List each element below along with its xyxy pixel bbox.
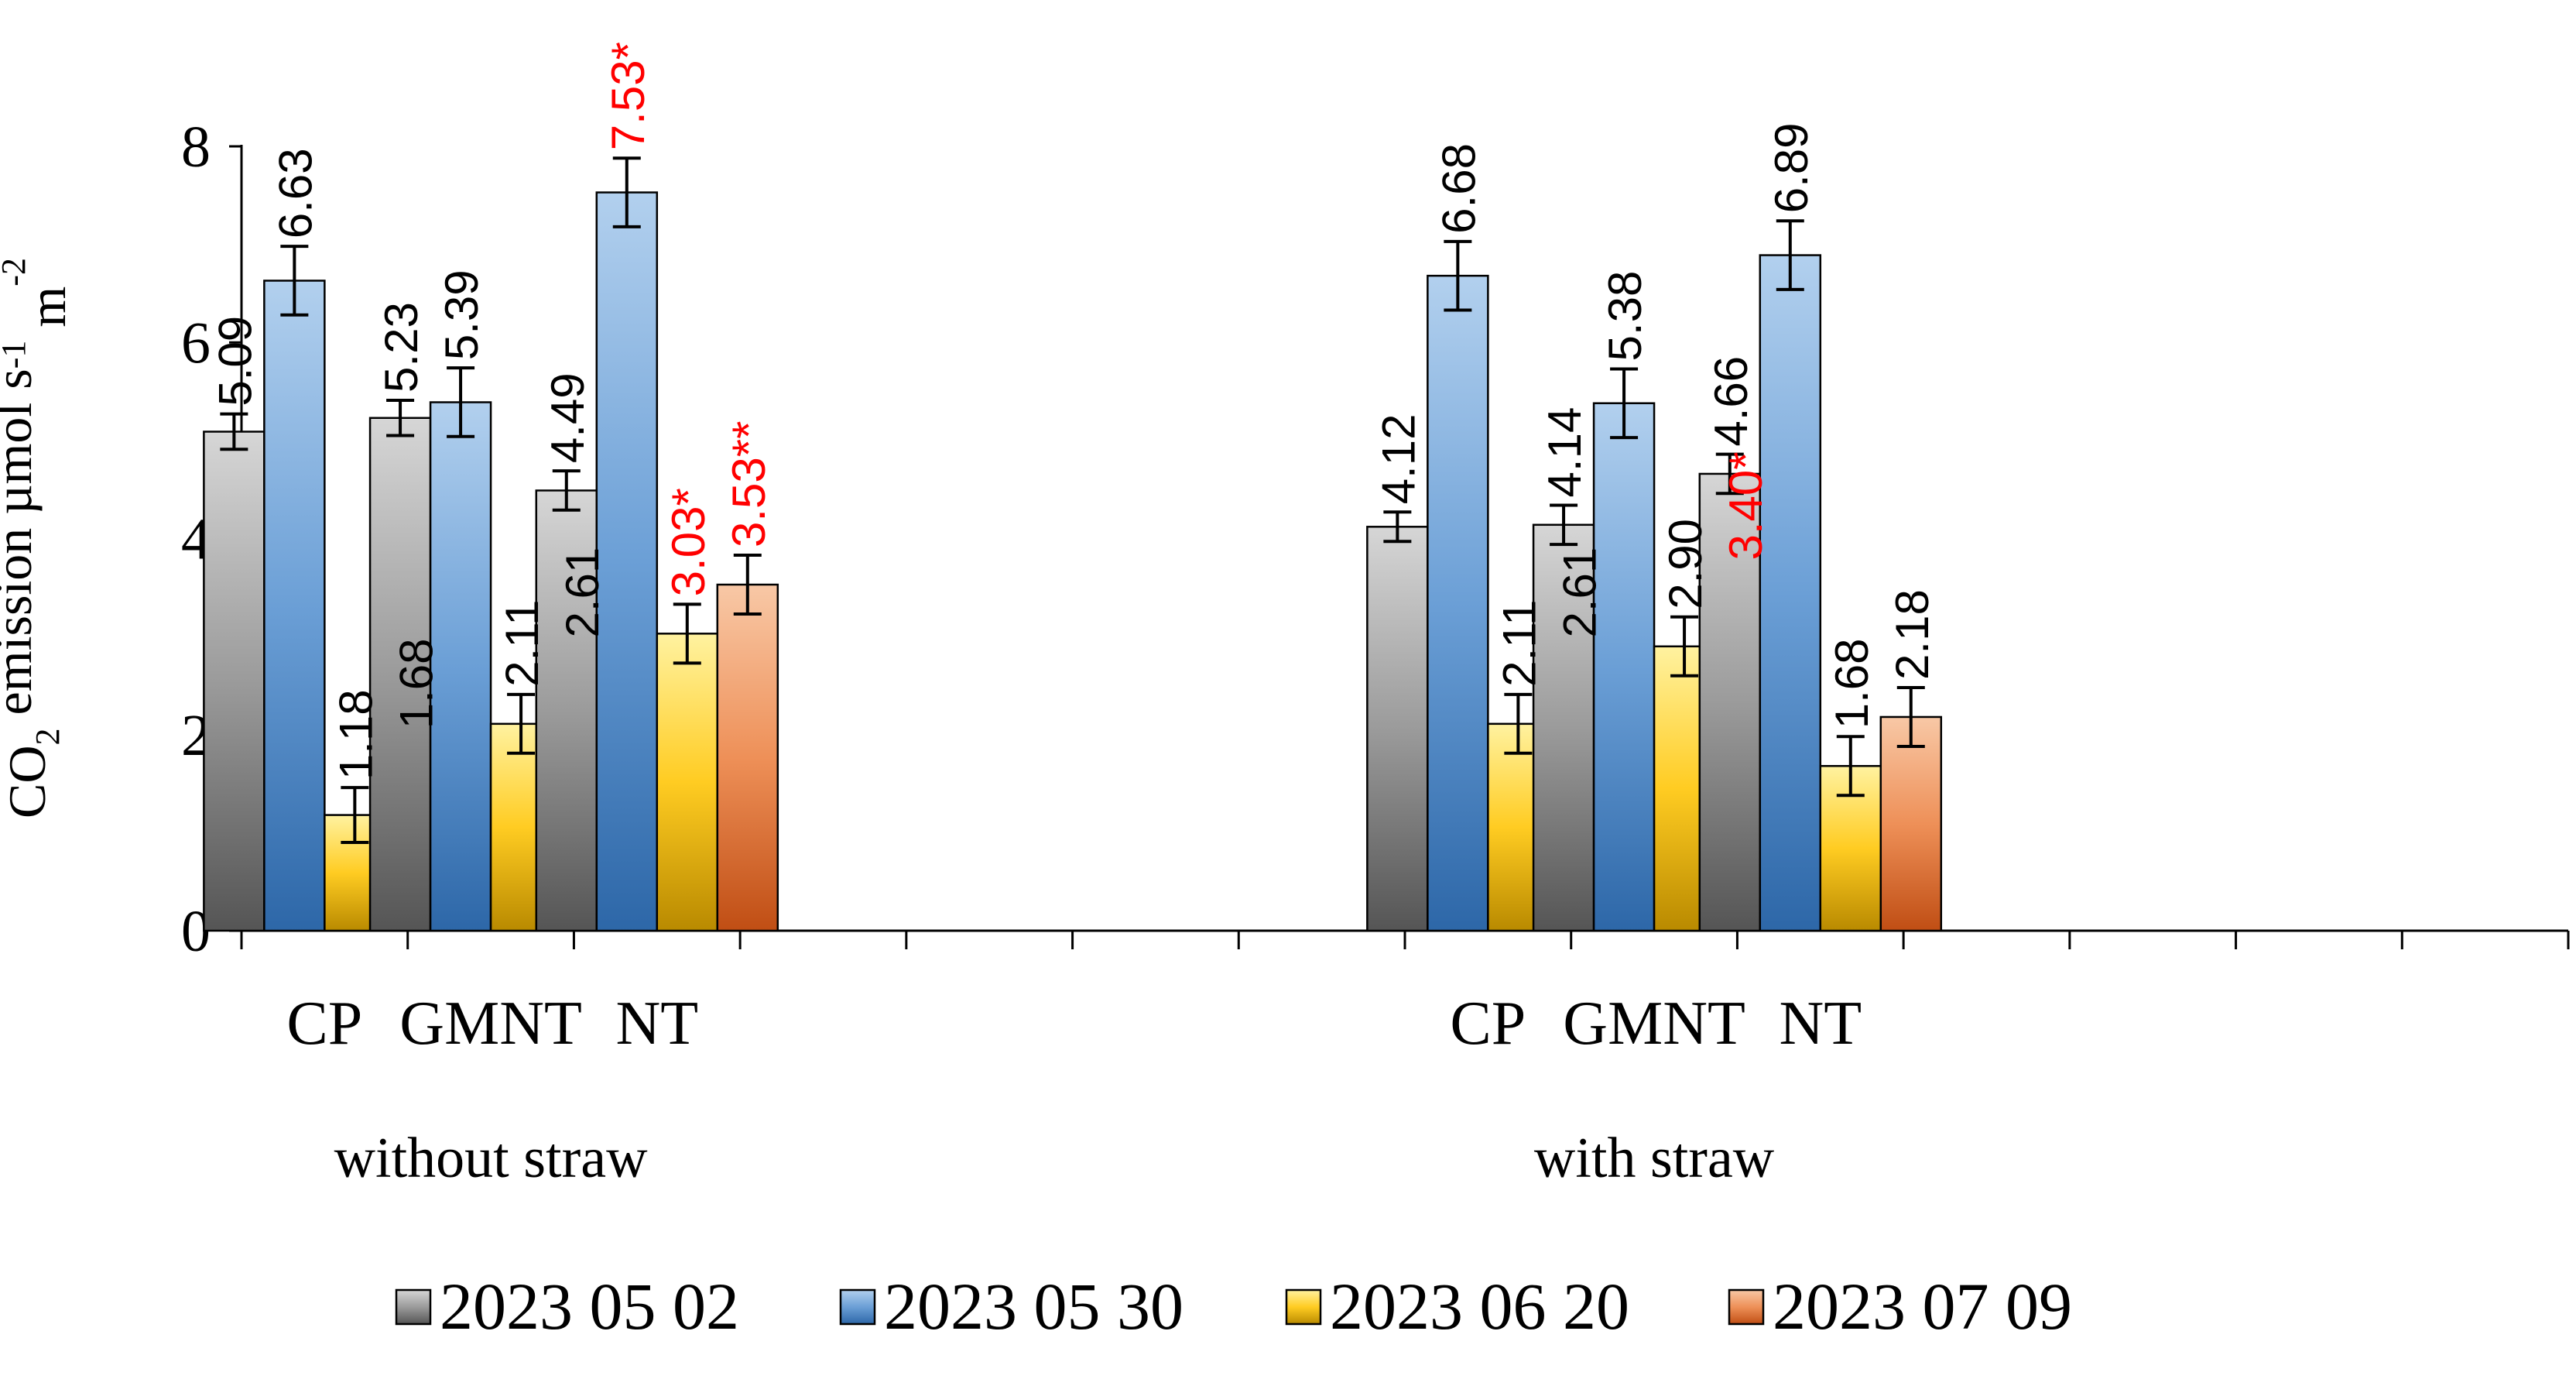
value-label: 3.40*: [1720, 451, 1772, 560]
legend-label: 2023 06 20: [1330, 1269, 1629, 1343]
value-label: 2.11: [1493, 600, 1545, 687]
bar: [368, 417, 432, 932]
bar: [429, 401, 492, 932]
bar: [595, 191, 659, 932]
bars: [203, 156, 1943, 932]
category-label: NT: [615, 990, 698, 1058]
value-label: 6.68: [1433, 143, 1485, 234]
value-label: 1.68: [390, 639, 442, 729]
legend-label: 2023 05 02: [440, 1269, 739, 1343]
legend-swatch: [1285, 1288, 1322, 1326]
bar: [1759, 254, 1822, 932]
group-label: without straw: [334, 1127, 648, 1190]
bar: [203, 431, 265, 932]
value-label: 1.68: [1826, 639, 1878, 729]
bar: [1427, 274, 1489, 932]
value-label: 6.89: [1766, 122, 1817, 213]
bar: [1879, 715, 1943, 932]
bar: [1698, 472, 1762, 932]
legend-swatch: [395, 1288, 432, 1326]
y-tick-label: 6: [181, 310, 211, 376]
category-label: GMNT: [399, 990, 582, 1058]
legend-label: 2023 05 30: [884, 1269, 1184, 1343]
legend-label: 2023 07 09: [1773, 1269, 2072, 1343]
value-label: 5.39: [436, 269, 488, 360]
value-label: 4.49: [542, 372, 594, 463]
value-label: 3.03*: [663, 488, 714, 596]
value-label: 7.53*: [602, 42, 654, 150]
value-label: 2.11: [496, 600, 548, 687]
legend-swatch: [839, 1288, 876, 1326]
y-axis-label-group: CO2 emission µmol s-1 m-2: [0, 258, 77, 818]
value-label: 5.38: [1599, 271, 1651, 362]
value-label: 5.09: [209, 316, 261, 407]
value-label: 2.18: [1886, 589, 1938, 680]
value-label: 4.12: [1372, 414, 1424, 505]
bar: [656, 633, 719, 932]
category-label: CP: [1450, 990, 1526, 1058]
y-axis-title: CO2 emission µmol s-1 m-2: [0, 258, 77, 818]
bar: [716, 583, 779, 932]
category-label: CP: [286, 990, 362, 1058]
value-label: 4.14: [1539, 407, 1591, 498]
bar: [263, 280, 326, 932]
bar: [1592, 402, 1656, 932]
category-label: GMNT: [1563, 990, 1745, 1058]
value-label: 3.53**: [723, 421, 775, 547]
group-label: with straw: [1534, 1127, 1775, 1190]
bar: [1366, 526, 1429, 932]
value-label: 6.63: [269, 148, 321, 238]
value-label: 4.66: [1705, 356, 1757, 447]
value-label: 5.23: [375, 302, 427, 393]
value-label: 1.18: [330, 689, 382, 780]
data-labels: 5.096.631.181.685.23 5.392.112.614.497.53…: [209, 42, 1937, 780]
legend: 2023 05 02 2023 05 30 2023 06 20 2023 07 09: [395, 1269, 2072, 1343]
value-label: 2.61: [557, 547, 608, 638]
legend-swatch: [1728, 1288, 1765, 1326]
value-label: 2.61: [1553, 547, 1605, 638]
category-label: NT: [1779, 990, 1862, 1058]
y-tick-label: 8: [181, 115, 211, 180]
value-label: 2.90: [1660, 519, 1711, 609]
